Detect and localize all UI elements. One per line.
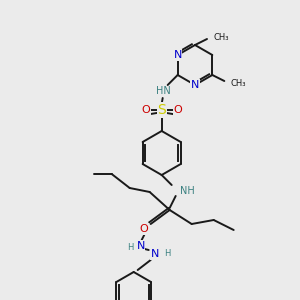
Text: O: O [139,224,148,234]
Text: N: N [191,80,199,90]
Text: N: N [151,249,159,259]
Text: O: O [173,105,182,115]
Text: O: O [141,105,150,115]
Text: N: N [173,50,182,60]
Text: NH: NH [180,186,194,196]
Text: CH₃: CH₃ [230,79,246,88]
Text: S: S [157,103,166,117]
Text: H: H [164,248,170,257]
Text: HN: HN [156,86,171,96]
Text: H: H [127,242,134,251]
Text: CH₃: CH₃ [213,32,229,41]
Text: N: N [136,241,145,251]
